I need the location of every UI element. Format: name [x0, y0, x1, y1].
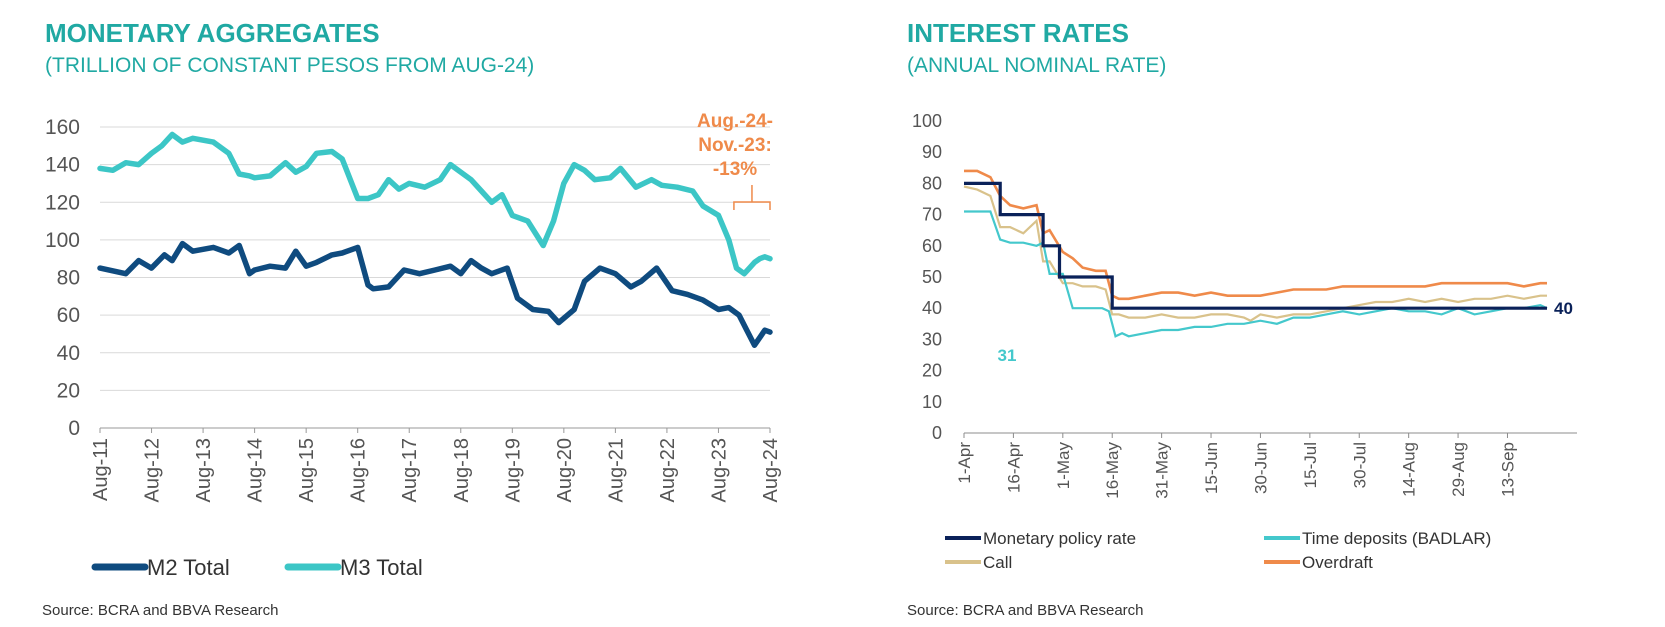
annotation-bracket — [733, 185, 771, 210]
chart-title: MONETARY AGGREGATES — [45, 18, 380, 48]
legend-label-m3: M3 Total — [340, 555, 423, 580]
monetary-aggregates-panel: MONETARY AGGREGATES (TRILLION OF CONSTAN… — [0, 0, 832, 627]
legend-label-policy: Monetary policy rate — [983, 529, 1136, 548]
y-tick-label: 50 — [922, 267, 942, 287]
y-tick-label: 90 — [922, 142, 942, 162]
x-tick-label: Aug-19 — [502, 438, 524, 503]
chart-title: INTEREST RATES — [907, 18, 1129, 48]
y-tick-label: 80 — [57, 267, 80, 290]
y-tick-label: 60 — [57, 304, 80, 327]
call-rate-line — [963, 185, 1547, 322]
x-tick-label: 1-Apr — [955, 442, 974, 484]
chart-subtitle: (TRILLION OF CONSTANT PESOS FROM AUG-24) — [45, 54, 535, 77]
x-tick-label: Aug-11 — [90, 438, 112, 501]
source-note: Source: BCRA and BBVA Research — [42, 602, 279, 619]
x-tick-label: 29-Aug — [1449, 442, 1468, 497]
monetary-aggregates-chart: 0 20 40 60 80 100 120 140 160 Aug-11 Aug-12 Aug-13… — [45, 111, 782, 580]
x-tick-label: Aug-24 — [760, 438, 782, 503]
x-tick-label: Aug-13 — [193, 438, 215, 503]
x-tick-label: 13-Sep — [1498, 442, 1517, 497]
y-tick-label: 20 — [57, 379, 80, 402]
y-tick-label: 60 — [922, 236, 942, 256]
legend-label-overdraft: Overdraft — [1302, 553, 1373, 572]
source-note: Source: BCRA and BBVA Research — [907, 602, 1144, 619]
y-tick-label: 100 — [45, 229, 80, 252]
y-tick-label: 0 — [68, 417, 80, 440]
x-tick-label: Aug-18 — [451, 438, 473, 503]
annotation-line-1: Aug.-24- — [697, 111, 773, 132]
y-tick-label: 10 — [922, 392, 942, 412]
annotation-line-2: Nov.-23: — [698, 135, 772, 156]
x-tick-label: 15-Jun — [1202, 442, 1221, 494]
interest-rates-panel: INTEREST RATES (ANNUAL NOMINAL RATE) 0 10… — [832, 0, 1665, 627]
legend-label-badlar: Time deposits (BADLAR) — [1302, 529, 1491, 548]
x-tick-label: Aug-23 — [708, 438, 730, 503]
label-31: 31 — [998, 346, 1017, 365]
legend-label-m2: M2 Total — [147, 555, 230, 580]
chart-subtitle: (ANNUAL NOMINAL RATE) — [907, 54, 1167, 77]
legend-label-call: Call — [983, 553, 1012, 572]
badlar-line — [964, 210, 1548, 338]
x-tick-label: 16-Apr — [1004, 442, 1023, 493]
y-tick-label: 20 — [922, 361, 942, 381]
x-tick-label: 30-Jul — [1350, 442, 1369, 488]
x-tick-label: 15-Jul — [1301, 442, 1320, 488]
x-tick-label: 16-May — [1103, 442, 1122, 499]
x-tick-label: 1-May — [1054, 442, 1073, 490]
policy-rate-line — [964, 181, 1547, 310]
x-tick-label: Aug-14 — [245, 438, 267, 503]
x-tick-label: 31-May — [1153, 442, 1172, 499]
x-tick-label: Aug-21 — [605, 438, 627, 503]
x-tick-label: 30-Jun — [1251, 442, 1270, 494]
x-tick-label: Aug-15 — [296, 438, 318, 503]
y-tick-label: 120 — [45, 191, 80, 214]
x-tick-label: Aug-22 — [657, 438, 679, 503]
y-tick-label: 160 — [45, 116, 80, 139]
m2-total-line — [97, 240, 773, 348]
x-tick-label: Aug-17 — [399, 438, 421, 503]
y-tick-label: 0 — [932, 423, 942, 443]
y-tick-label: 40 — [922, 298, 942, 318]
y-tick-label: 140 — [45, 154, 80, 177]
y-tick-label: 40 — [57, 342, 80, 365]
x-tick-label: 14-Aug — [1400, 442, 1419, 497]
x-tick-label: Aug-12 — [142, 438, 164, 503]
annotation-line-3: -13% — [713, 159, 757, 180]
y-tick-label: 70 — [922, 205, 942, 225]
overdraft-line — [964, 169, 1547, 301]
interest-rates-chart: 0 10 20 30 40 50 60 70 80 90 100 1-Apr 16-Apr 1-May 1… — [912, 111, 1577, 572]
x-tick-label: Aug-16 — [348, 438, 370, 503]
y-tick-label: 100 — [912, 111, 942, 131]
label-40: 40 — [1554, 299, 1573, 318]
y-tick-label: 80 — [922, 173, 942, 193]
x-tick-label: Aug-20 — [554, 438, 576, 503]
y-tick-label: 30 — [922, 329, 942, 349]
m3-total-line — [97, 131, 773, 277]
